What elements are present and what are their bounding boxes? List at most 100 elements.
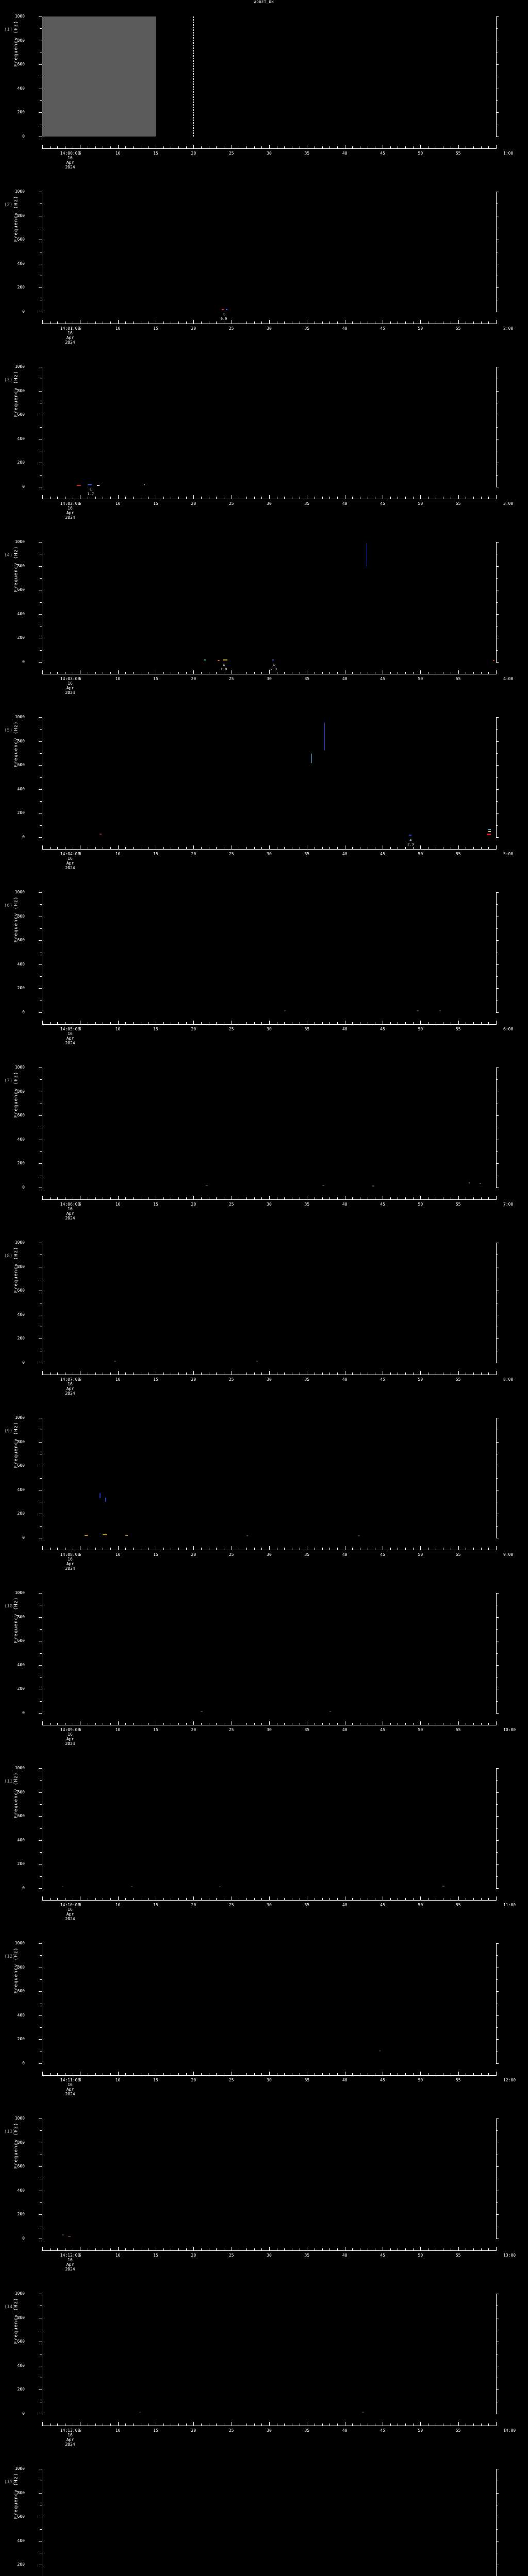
x-tick xyxy=(125,497,126,499)
y-tick-right xyxy=(496,614,499,615)
plot-area[interactable] xyxy=(42,1067,496,1188)
detection-marker[interactable] xyxy=(143,484,145,486)
detection-marker[interactable] xyxy=(96,484,100,486)
spectrogram-panel[interactable]: (15)Frequency (Hz)1000800600400200051015… xyxy=(0,2458,528,2576)
detection-marker[interactable] xyxy=(100,1493,101,1499)
detection-marker[interactable] xyxy=(256,1360,258,1362)
detection-marker[interactable] xyxy=(329,1710,332,1712)
y-tick-minor-right xyxy=(496,2130,498,2131)
detection-marker[interactable] xyxy=(205,1184,208,1186)
x-tick-label: 15 xyxy=(153,676,158,681)
detection-marker[interactable] xyxy=(479,1183,481,1184)
spectrogram-panel[interactable]: (1) Frequency (Hz) 1000 800 600 400 200 0 5 10 15 2… xyxy=(0,5,528,180)
spectrogram-panel[interactable]: (9) Frequency (Hz) 1000 800 600 400 200 0 5 10 15 2… xyxy=(0,1406,528,1582)
x-tick xyxy=(125,2248,126,2250)
plot-area[interactable] xyxy=(42,2294,496,2414)
x-tick-label: 50 xyxy=(418,1903,423,1907)
detection-marker[interactable] xyxy=(219,1886,221,1887)
detection-marker[interactable] xyxy=(409,834,412,836)
detection-marker[interactable] xyxy=(442,1885,444,1887)
detection-marker[interactable] xyxy=(362,2411,365,2413)
detection-marker[interactable] xyxy=(322,1185,324,1187)
detection-marker[interactable] xyxy=(62,2234,64,2235)
detection-marker[interactable] xyxy=(324,722,325,751)
x-tick xyxy=(118,495,119,499)
detection-marker[interactable] xyxy=(114,1360,117,1362)
detection-marker[interactable] xyxy=(88,484,92,486)
spectrogram-panel[interactable]: (2) Frequency (Hz) 1000 800 600 400 200 0 5 10 15 2… xyxy=(0,180,528,355)
spectrogram-panel[interactable]: (13) Frequency (Hz) 1000 800 600 400 200 0 5 10 15… xyxy=(0,2107,528,2282)
x-tick-label: 45 xyxy=(380,1027,385,1031)
plot-area[interactable] xyxy=(42,1943,496,2063)
detection-marker[interactable] xyxy=(62,1886,64,1888)
plot-area[interactable] xyxy=(42,892,496,1012)
detection-marker[interactable] xyxy=(139,2412,141,2413)
detection-marker[interactable] xyxy=(85,1534,88,1536)
detection-marker[interactable] xyxy=(417,1010,419,1011)
y-tick-right xyxy=(496,1943,499,1944)
spectrogram-panel[interactable]: (12) Frequency (Hz) 1000 800 600 400 200 0 5 10 15… xyxy=(0,1932,528,2107)
detection-marker[interactable] xyxy=(372,1185,375,1187)
x-tick xyxy=(133,1723,134,1725)
x-tick xyxy=(412,1197,414,1199)
detection-marker[interactable] xyxy=(488,831,491,833)
plot-area[interactable] xyxy=(42,192,496,312)
detection-marker[interactable] xyxy=(311,753,312,763)
detection-marker[interactable] xyxy=(246,1535,248,1537)
detection-marker[interactable] xyxy=(284,1010,286,1012)
spectrogram-panel[interactable]: (8) Frequency (Hz) 1000 800 600 400 200 0 5 10 15 2… xyxy=(0,1231,528,1406)
spectrogram-panel[interactable]: (11) Frequency (Hz) 1000 800 600 400 200 0 5 10 15… xyxy=(0,1757,528,1932)
detection-marker[interactable] xyxy=(105,1498,106,1502)
plot-area[interactable] xyxy=(42,1418,496,1538)
x-tick-label: 35 xyxy=(304,676,310,681)
y-tick-right xyxy=(496,1713,499,1714)
plot-area[interactable] xyxy=(42,1243,496,1363)
plot-area[interactable] xyxy=(42,1593,496,1713)
spectrogram-panel[interactable]: (3) Frequency (Hz) 1000 800 600 400 200 0 5 10 15 2… xyxy=(0,355,528,531)
x-axis-end-label: 10:00 xyxy=(503,1727,516,1732)
detection-marker[interactable] xyxy=(100,833,102,835)
detection-marker[interactable] xyxy=(469,1182,471,1183)
spectrogram-panel[interactable]: (5) Frequency (Hz) 1000 800 600 400 200 0 5 10 15 2… xyxy=(0,706,528,881)
spectrogram-panel[interactable]: (7) Frequency (Hz) 1000 800 600 400 200 0 5 10 15 2… xyxy=(0,1056,528,1231)
plot-area[interactable] xyxy=(42,2469,496,2576)
x-tick xyxy=(458,670,459,674)
plot-area[interactable] xyxy=(42,367,496,487)
y-tick-label: 600 xyxy=(17,1989,25,1994)
detection-marker[interactable] xyxy=(204,659,206,660)
detection-marker[interactable] xyxy=(68,2235,71,2237)
detection-marker[interactable] xyxy=(130,1886,133,1887)
x-tick xyxy=(496,2072,497,2075)
x-tick xyxy=(186,1372,187,1375)
detection-marker[interactable] xyxy=(493,660,495,662)
spectrogram-panel[interactable]: (10) Frequency (Hz) 1000 800 600 400 200 0 5 10 15… xyxy=(0,1582,528,1757)
plot-area[interactable] xyxy=(42,542,496,662)
x-tick xyxy=(42,1896,43,1900)
x-tick xyxy=(42,145,43,148)
plot-area[interactable] xyxy=(42,16,496,137)
plot-area[interactable] xyxy=(42,2119,496,2239)
detection-marker[interactable] xyxy=(221,309,224,311)
detection-marker[interactable] xyxy=(125,1535,128,1536)
detection-marker[interactable] xyxy=(272,659,274,661)
spectrogram-panel[interactable]: (4) Frequency (Hz) 1000 800 600 400 200 0 5 10 15 2… xyxy=(0,531,528,706)
detection-marker[interactable] xyxy=(218,659,220,661)
spectrogram-panel[interactable]: (14) Frequency (Hz) 1000 800 600 400 200 0 5 10 15… xyxy=(0,2282,528,2458)
x-tick-label: 20 xyxy=(191,2428,196,2433)
detection-marker[interactable] xyxy=(223,659,227,661)
x-axis-line xyxy=(42,148,497,149)
detection-marker[interactable] xyxy=(487,833,491,835)
detection-marker[interactable] xyxy=(357,1535,360,1536)
plot-area[interactable] xyxy=(42,1768,496,1888)
plot-area[interactable] xyxy=(42,717,496,837)
detection-marker[interactable] xyxy=(380,2049,381,2052)
x-tick xyxy=(216,2248,217,2250)
spectrogram-panel[interactable]: (6) Frequency (Hz) 1000 800 600 400 200 0 5 10 15 2… xyxy=(0,881,528,1056)
start-time: 14:04:00 xyxy=(60,852,80,856)
detection-marker[interactable] xyxy=(103,1534,107,1536)
detection-marker[interactable] xyxy=(487,829,491,831)
detection-marker[interactable] xyxy=(77,484,81,486)
detection-marker[interactable] xyxy=(226,309,228,310)
detection-marker[interactable] xyxy=(439,1010,441,1011)
detection-marker[interactable] xyxy=(200,1710,203,1712)
